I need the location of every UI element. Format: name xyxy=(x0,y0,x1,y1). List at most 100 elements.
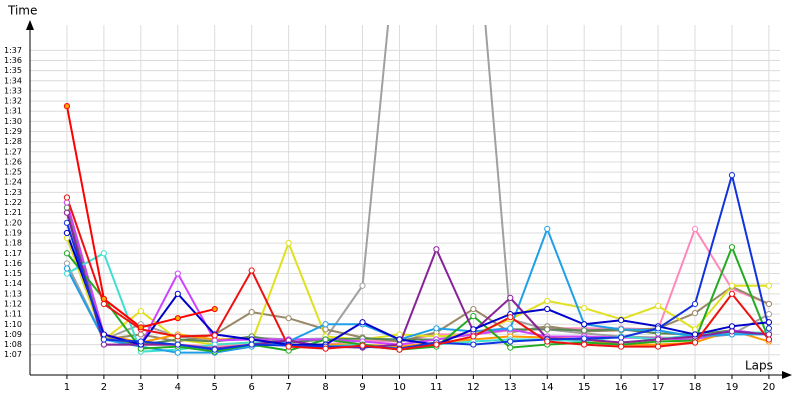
point xyxy=(544,338,551,345)
y-tick-label: 1:11 xyxy=(4,310,22,319)
point xyxy=(581,321,588,328)
point xyxy=(63,234,71,242)
plot-area xyxy=(63,25,773,356)
point xyxy=(691,326,699,333)
point xyxy=(691,225,699,233)
series-line xyxy=(65,171,770,351)
series-line xyxy=(66,244,770,353)
y-tick-label: 1:09 xyxy=(4,330,22,339)
point xyxy=(322,336,329,343)
point xyxy=(507,325,514,332)
point xyxy=(248,267,255,274)
point xyxy=(174,333,181,340)
point xyxy=(728,282,736,289)
point xyxy=(100,250,107,257)
point xyxy=(765,311,773,318)
point xyxy=(359,319,366,326)
point xyxy=(322,321,329,328)
point xyxy=(691,310,699,317)
point xyxy=(765,336,773,343)
point xyxy=(544,297,551,305)
point xyxy=(654,336,662,343)
x-tick-label: 11 xyxy=(430,382,443,393)
point xyxy=(470,326,477,333)
point xyxy=(100,300,107,308)
x-tick-label: 15 xyxy=(578,382,591,393)
y-tick-label: 1:35 xyxy=(4,66,22,75)
point xyxy=(137,324,144,331)
point xyxy=(322,345,329,352)
point xyxy=(174,349,181,356)
point xyxy=(691,300,699,308)
point xyxy=(433,341,440,348)
series-line xyxy=(65,207,770,346)
x-tick-label: 19 xyxy=(726,382,739,393)
point xyxy=(654,325,662,332)
point xyxy=(285,315,292,322)
y-tick-label: 1:15 xyxy=(4,269,22,278)
point xyxy=(285,240,292,247)
point xyxy=(765,331,773,338)
point xyxy=(581,341,588,348)
x-axis-arrow xyxy=(782,371,792,379)
point xyxy=(618,317,625,324)
point xyxy=(507,338,514,345)
x-tick-label: 10 xyxy=(393,382,406,393)
point xyxy=(211,332,218,339)
x-tick-label: 5 xyxy=(212,382,218,393)
point xyxy=(618,343,625,350)
y-tick-label: 1:14 xyxy=(4,279,22,288)
series-line xyxy=(66,197,770,351)
y-tick-label: 1:22 xyxy=(4,198,22,207)
point xyxy=(507,294,514,301)
y-tick-label: 1:30 xyxy=(4,117,22,126)
y-tick-label: 1:26 xyxy=(4,157,22,166)
point xyxy=(137,331,144,338)
point xyxy=(765,282,773,289)
point xyxy=(100,341,107,348)
y-tick-label: 1:12 xyxy=(4,299,22,308)
point xyxy=(63,270,71,277)
point xyxy=(618,334,625,341)
point xyxy=(618,326,625,333)
point xyxy=(544,326,551,333)
point xyxy=(581,335,588,342)
y-tick-label: 1:10 xyxy=(4,320,22,329)
point xyxy=(63,199,71,206)
y-tick-label: 1:31 xyxy=(4,107,22,116)
x-tick-label: 3 xyxy=(138,382,144,393)
point xyxy=(100,295,107,303)
point xyxy=(248,341,255,348)
point xyxy=(654,343,662,350)
point xyxy=(63,229,71,237)
point xyxy=(396,336,403,343)
point xyxy=(728,244,736,251)
y-tick-label: 1:25 xyxy=(4,168,22,177)
y-tick-label: 1:32 xyxy=(4,97,22,106)
series-line xyxy=(66,232,770,346)
x-tick-label: 4 xyxy=(175,382,181,393)
y-tick-label: 1:33 xyxy=(4,86,22,95)
point xyxy=(211,305,218,313)
point xyxy=(470,333,477,340)
point xyxy=(137,338,144,345)
x-tick-label: 7 xyxy=(285,382,291,393)
point xyxy=(248,336,255,343)
point xyxy=(174,315,181,322)
point xyxy=(765,319,773,326)
point xyxy=(63,204,71,211)
x-tick-label: 6 xyxy=(248,382,254,393)
x-tick-label: 18 xyxy=(689,382,702,393)
y-tick-label: 1:07 xyxy=(4,350,22,359)
y-tick-label: 1:37 xyxy=(4,46,22,55)
point xyxy=(100,336,107,343)
x-tick-label: 8 xyxy=(322,382,328,393)
y-tick-label: 1:34 xyxy=(4,76,22,85)
series-line xyxy=(65,202,770,343)
series-line xyxy=(66,25,770,343)
point xyxy=(100,331,107,338)
point xyxy=(359,282,366,289)
point xyxy=(470,341,477,348)
x-tick-label: 9 xyxy=(359,382,365,393)
point xyxy=(63,265,71,272)
